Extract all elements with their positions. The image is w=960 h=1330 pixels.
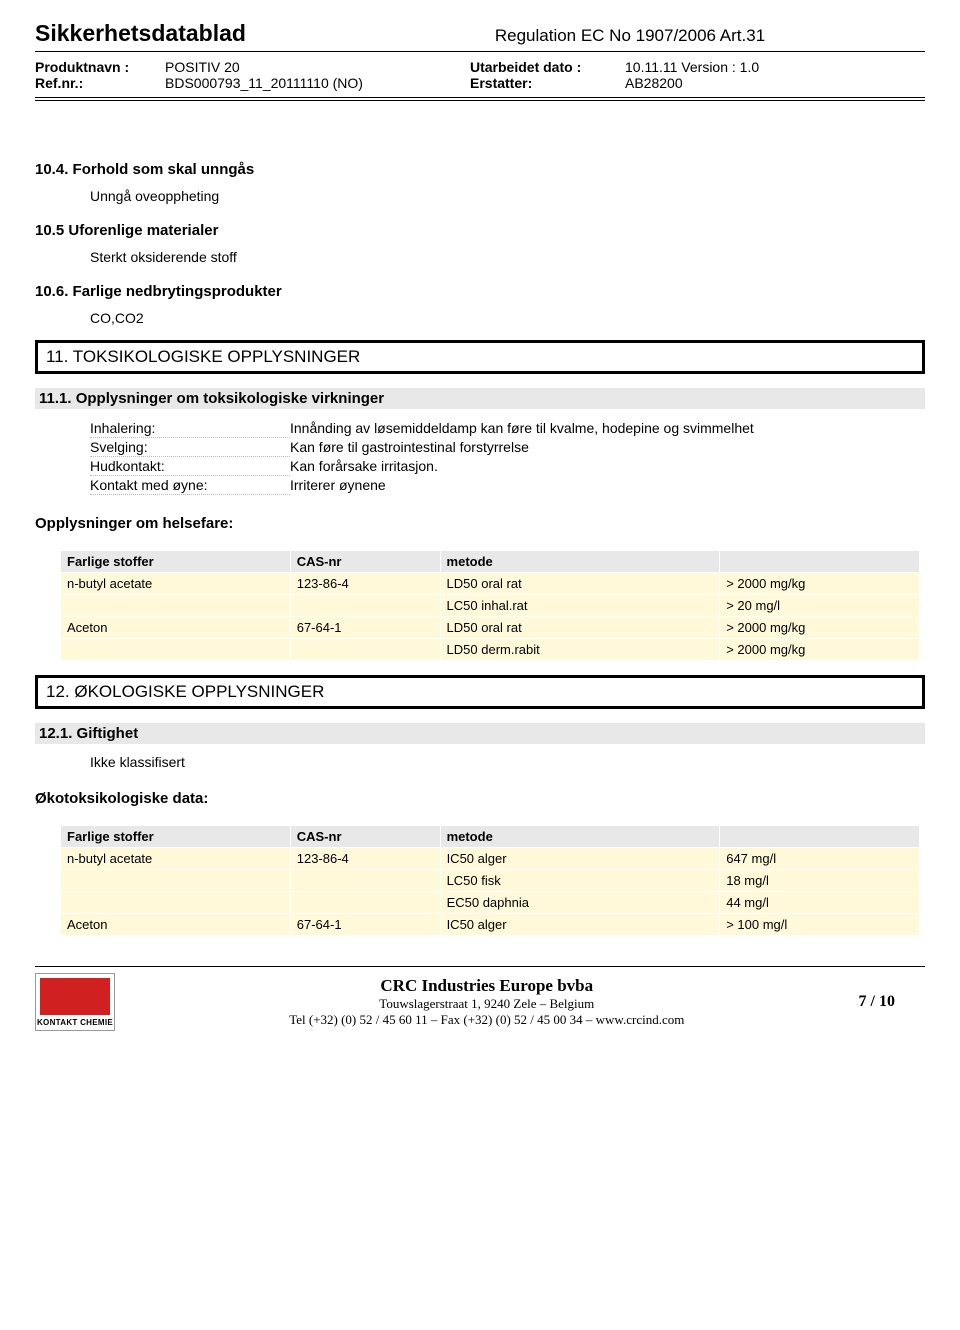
td [290, 595, 440, 617]
td: LD50 oral rat [440, 573, 720, 595]
toxicology-data-table: Farlige stoffer CAS-nr metode n-butyl ac… [60, 550, 920, 661]
kv-val: Innånding av løsemiddeldamp kan føre til… [290, 419, 910, 438]
eco-data-table: Farlige stoffer CAS-nr metode n-butyl ac… [60, 825, 920, 936]
td: 123-86-4 [290, 848, 440, 870]
meta-label: Erstatter: [470, 75, 625, 91]
section-10-6-body: CO,CO2 [90, 310, 925, 326]
section-11-title: 11. TOKSIKOLOGISKE OPPLYSNINGER [35, 340, 925, 374]
footer: KONTAKT CHEMIE CRC Industries Europe bvb… [35, 966, 925, 1031]
footer-company: CRC Industries Europe bvba [205, 976, 769, 996]
meta-label: Ref.nr.: [35, 75, 165, 91]
td: > 2000 mg/kg [720, 573, 920, 595]
td [290, 870, 440, 892]
td: Aceton [61, 914, 291, 936]
footer-tel: Tel (+32) (0) 52 / 45 60 11 – Fax (+32) … [205, 1012, 769, 1028]
td: LC50 fisk [440, 870, 720, 892]
td: LC50 inhal.rat [440, 595, 720, 617]
td: LD50 oral rat [440, 617, 720, 639]
health-info-title: Opplysninger om helsefare: [35, 515, 925, 532]
th: CAS-nr [290, 826, 440, 848]
regulation-text: Regulation EC No 1907/2006 Art.31 [335, 26, 925, 46]
td: > 100 mg/l [720, 914, 920, 936]
toxicology-effects-table: Inhalering:Innånding av løsemiddeldamp k… [90, 419, 910, 495]
logo-square-icon [40, 978, 110, 1015]
divider [35, 97, 925, 98]
kv-key: Hudkontakt: [90, 457, 290, 476]
kv-val: Kan forårsake irritasjon. [290, 457, 910, 476]
td: 67-64-1 [290, 617, 440, 639]
td: 67-64-1 [290, 914, 440, 936]
page-number: 7 / 10 [859, 993, 925, 1011]
td: IC50 alger [440, 914, 720, 936]
section-10-4-body: Unngå oveoppheting [90, 188, 925, 204]
td: > 2000 mg/kg [720, 639, 920, 661]
section-12-title: 12. ØKOLOGISKE OPPLYSNINGER [35, 675, 925, 709]
kontakt-chemie-logo: KONTAKT CHEMIE [35, 973, 115, 1031]
meta-value: BDS000793_11_20111110 (NO) [165, 75, 470, 91]
td: n-butyl acetate [61, 573, 291, 595]
td: EC50 daphnia [440, 892, 720, 914]
th: metode [440, 826, 720, 848]
td: 44 mg/l [720, 892, 920, 914]
meta-value: 10.11.11 Version : 1.0 [625, 59, 925, 75]
td [290, 639, 440, 661]
logo-text: KONTAKT CHEMIE [36, 1017, 114, 1030]
td: 123-86-4 [290, 573, 440, 595]
document-title: Sikkerhetsdatablad [35, 20, 335, 47]
td: IC50 alger [440, 848, 720, 870]
th: CAS-nr [290, 551, 440, 573]
td [61, 870, 291, 892]
kv-val: Kan føre til gastrointestinal forstyrrel… [290, 438, 910, 457]
divider [35, 51, 925, 52]
section-10-5-body: Sterkt oksiderende stoff [90, 249, 925, 265]
kv-key: Inhalering: [90, 419, 290, 438]
meta-value: POSITIV 20 [165, 59, 470, 75]
td [61, 595, 291, 617]
eco-data-title: Økotoksikologiske data: [35, 790, 925, 807]
th: Farlige stoffer [61, 826, 291, 848]
td: n-butyl acetate [61, 848, 291, 870]
kv-key: Svelging: [90, 438, 290, 457]
td: LD50 derm.rabit [440, 639, 720, 661]
meta-block: Produktnavn : POSITIV 20 Utarbeidet dato… [35, 53, 925, 97]
td: Aceton [61, 617, 291, 639]
section-10-6-title: 10.6. Farlige nedbrytingsprodukter [35, 283, 925, 300]
section-10-5-title: 10.5 Uforenlige materialer [35, 222, 925, 239]
section-10-4-title: 10.4. Forhold som skal unngås [35, 161, 925, 178]
th: metode [440, 551, 720, 573]
td: > 2000 mg/kg [720, 617, 920, 639]
meta-label: Utarbeidet dato : [470, 59, 625, 75]
section-11-1-title: 11.1. Opplysninger om toksikologiske vir… [35, 388, 925, 409]
kv-key: Kontakt med øyne: [90, 476, 290, 495]
th [720, 551, 920, 573]
section-12-1-body: Ikke klassifisert [90, 754, 925, 770]
kv-val: Irriterer øynene [290, 476, 910, 495]
td: > 20 mg/l [720, 595, 920, 617]
td: 647 mg/l [720, 848, 920, 870]
th [720, 826, 920, 848]
th: Farlige stoffer [61, 551, 291, 573]
section-12-1-title: 12.1. Giftighet [35, 723, 925, 744]
td [61, 892, 291, 914]
meta-value: AB28200 [625, 75, 925, 91]
td [290, 892, 440, 914]
divider [35, 100, 925, 101]
td [61, 639, 291, 661]
meta-label: Produktnavn : [35, 59, 165, 75]
td: 18 mg/l [720, 870, 920, 892]
footer-address: Touwslagerstraat 1, 9240 Zele – Belgium [205, 996, 769, 1012]
